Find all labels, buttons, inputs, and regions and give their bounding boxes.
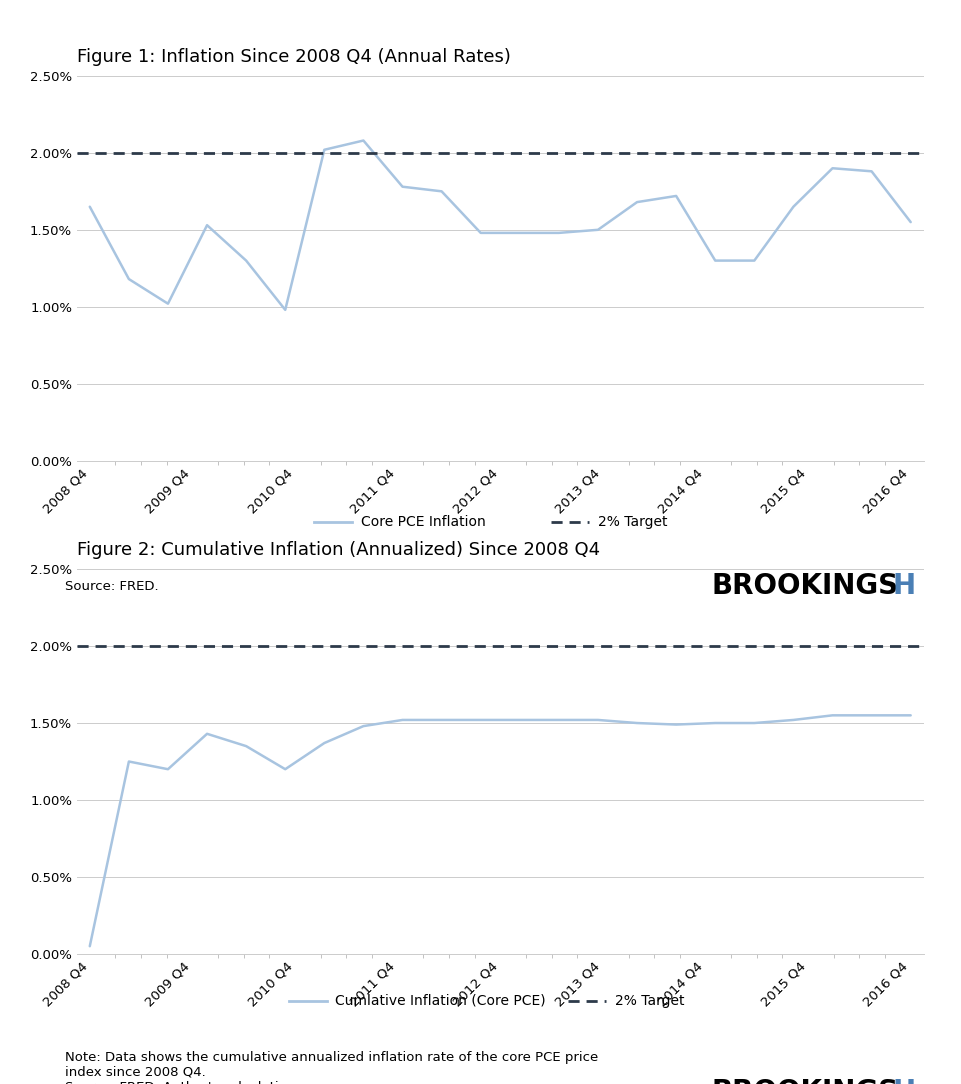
- Text: Core PCE Inflation: Core PCE Inflation: [360, 515, 484, 529]
- Text: BROOKINGS: BROOKINGS: [710, 1079, 898, 1084]
- Text: Figure 1: Inflation Since 2008 Q4 (Annual Rates): Figure 1: Inflation Since 2008 Q4 (Annua…: [77, 48, 510, 66]
- Text: Note: Data shows the cumulative annualized inflation rate of the core PCE price
: Note: Data shows the cumulative annualiz…: [65, 1050, 598, 1084]
- Text: H: H: [892, 572, 915, 601]
- Text: H: H: [892, 1079, 915, 1084]
- Text: Source: FRED.: Source: FRED.: [65, 580, 159, 593]
- Text: Figure 2: Cumulative Inflation (Annualized) Since 2008 Q4: Figure 2: Cumulative Inflation (Annualiz…: [77, 541, 600, 559]
- Text: 2% Target: 2% Target: [597, 515, 666, 529]
- Text: BROOKINGS: BROOKINGS: [710, 572, 898, 601]
- Text: Cumlative Inflation (Core PCE): Cumlative Inflation (Core PCE): [334, 994, 545, 1008]
- Text: 2% Target: 2% Target: [614, 994, 683, 1008]
